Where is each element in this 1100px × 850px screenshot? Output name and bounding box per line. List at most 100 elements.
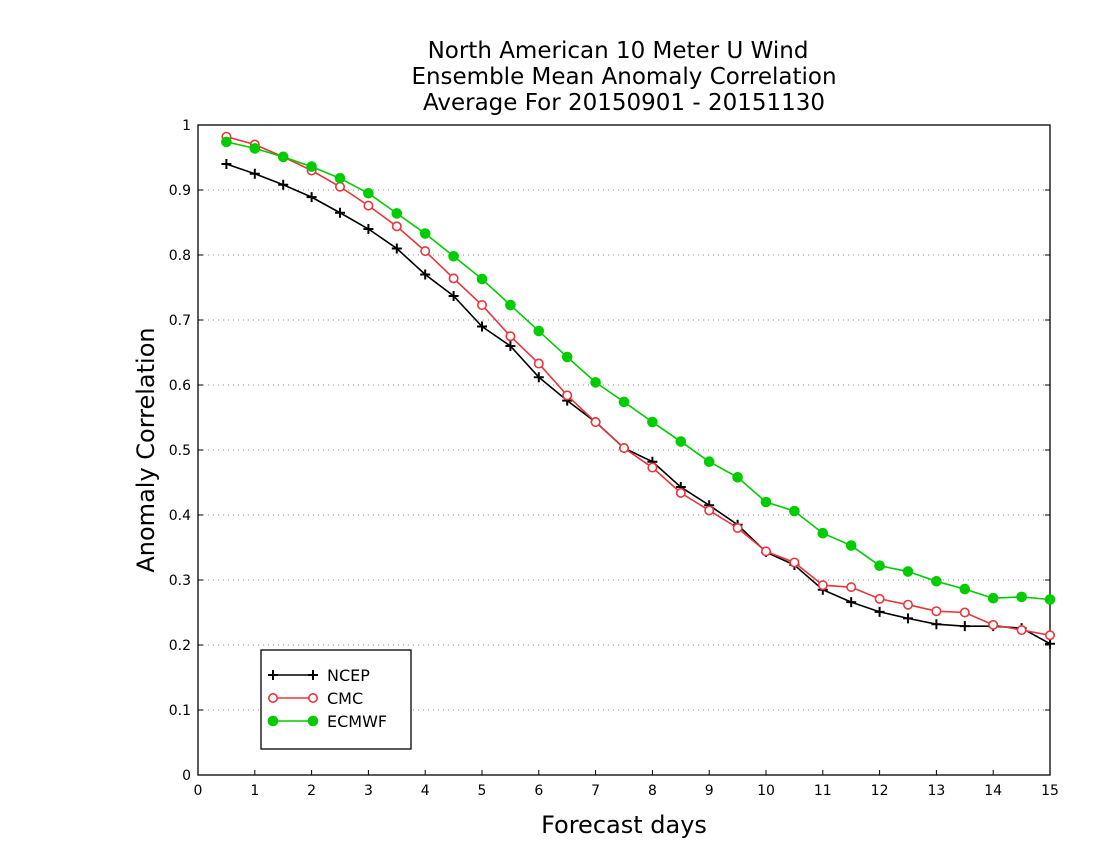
data-point-ecmwf	[732, 472, 743, 483]
data-point-ncep	[391, 243, 402, 254]
y-tick-label: 0.3	[169, 573, 191, 589]
series-line-ncep	[226, 163, 1051, 645]
data-point-ecmwf	[277, 151, 289, 163]
y-axis: 0 0.1 0.2 0.3 0.4 0.5 0.6 0.7 0.8 0.9 1	[169, 118, 1050, 784]
data-point-ecmwf	[760, 496, 772, 508]
series-ncep	[221, 159, 1055, 649]
x-axis: 0 1 2 3 4 5 6 7 8 9 10 11 12 13 14 15	[194, 770, 1059, 799]
title-line-3: Average For 20150901 - 20151130	[423, 90, 825, 116]
y-tick-label: 0.5	[169, 443, 191, 459]
data-point-ncep	[221, 159, 232, 169]
chart-title: North American 10 Meter U Wind Ensemble …	[411, 38, 836, 116]
data-point-ecmwf	[902, 566, 914, 577]
data-point-ncep	[1045, 638, 1055, 649]
data-point-ncep	[335, 207, 345, 218]
x-tick-label: 6	[534, 783, 543, 799]
x-tick-label: 9	[705, 783, 714, 799]
series	[221, 131, 1056, 649]
legend-label-cmc: CMC	[327, 689, 363, 708]
data-point-ecmwf	[618, 396, 630, 408]
data-point-ecmwf	[845, 540, 857, 551]
data-point-ecmwf	[703, 456, 715, 468]
data-point-cmc	[562, 390, 573, 401]
y-axis-label: Anomaly Correlation	[132, 327, 160, 572]
legend-marker-ncep	[308, 670, 318, 680]
data-point-ncep	[903, 613, 913, 624]
x-tick-label: 4	[421, 783, 430, 799]
data-point-ncep	[278, 179, 289, 190]
data-point-cmc	[846, 582, 857, 593]
legend-item-ecmwf: ECMWF	[267, 712, 387, 731]
legend-item-cmc: CMC	[267, 689, 363, 708]
data-point-ecmwf	[249, 143, 261, 154]
data-point-cmc	[533, 358, 544, 369]
y-tick-label: 0.2	[169, 638, 191, 654]
data-point-ecmwf	[675, 436, 687, 447]
data-point-cmc	[902, 599, 913, 610]
data-point-ecmwf	[306, 161, 317, 172]
x-tick-label: 14	[984, 783, 1002, 799]
series-line-ecmwf	[226, 141, 1051, 601]
data-point-ecmwf	[476, 273, 488, 285]
series-ecmwf	[221, 136, 1056, 605]
legend: NCEP CMC ECMWF	[260, 649, 412, 750]
data-point-ecmwf	[533, 325, 545, 337]
data-point-ecmwf	[391, 208, 403, 219]
data-point-cmc	[420, 246, 431, 257]
x-tick-label: 0	[194, 783, 203, 799]
data-point-cmc	[448, 273, 459, 284]
data-point-cmc	[476, 300, 487, 311]
y-tick-label: 0	[182, 768, 191, 784]
data-point-cmc	[1016, 625, 1027, 636]
data-point-cmc	[647, 462, 658, 473]
legend-label-ncep: NCEP	[327, 666, 370, 685]
data-point-cmc	[675, 487, 686, 498]
x-tick-label: 2	[307, 783, 316, 799]
data-point-cmc	[363, 200, 374, 211]
x-tick-label: 13	[927, 783, 945, 799]
data-point-cmc	[760, 546, 771, 557]
data-point-ncep	[420, 269, 431, 280]
data-point-cmc	[874, 593, 885, 604]
data-point-ncep	[363, 224, 374, 234]
data-point-cmc	[817, 580, 828, 591]
data-point-ncep	[306, 192, 317, 203]
data-point-ncep	[874, 606, 885, 617]
x-tick-label: 12	[871, 783, 889, 799]
x-tick-label: 7	[591, 783, 600, 799]
y-tick-label: 0.4	[169, 508, 191, 524]
data-point-cmc	[931, 606, 942, 617]
data-point-cmc	[505, 331, 516, 342]
y-tick-label: 0.8	[169, 248, 191, 264]
data-point-ecmwf	[419, 228, 431, 239]
y-tick-label: 1	[182, 118, 191, 134]
y-tick-label: 0.7	[169, 313, 191, 329]
data-point-cmc	[334, 181, 345, 192]
data-point-ncep	[931, 619, 942, 630]
data-point-ecmwf	[590, 377, 601, 388]
data-point-ecmwf	[334, 173, 346, 184]
x-tick-label: 11	[814, 783, 832, 799]
data-point-cmc	[704, 505, 715, 516]
title-line-1: North American 10 Meter U Wind	[428, 38, 809, 64]
data-point-cmc	[959, 607, 970, 618]
x-tick-label: 8	[648, 783, 657, 799]
data-point-cmc	[590, 417, 601, 428]
legend-label-ecmwf: ECMWF	[327, 712, 387, 731]
data-point-ncep	[448, 290, 459, 301]
legend-marker-ecmwf	[307, 715, 319, 727]
data-point-cmc	[1045, 630, 1056, 641]
x-tick-label: 15	[1041, 783, 1059, 799]
y-tick-label: 0.1	[169, 703, 191, 719]
data-point-ecmwf	[817, 527, 829, 539]
data-point-ncep	[249, 168, 260, 179]
data-point-ncep	[533, 372, 544, 383]
data-point-ecmwf	[1044, 594, 1056, 605]
data-point-ecmwf	[874, 560, 885, 572]
legend-item-ncep: NCEP	[268, 666, 370, 685]
data-point-ecmwf	[789, 505, 800, 517]
data-point-ncep	[477, 321, 487, 332]
legend-box	[260, 649, 412, 750]
y-tick-label: 0.9	[169, 183, 191, 199]
